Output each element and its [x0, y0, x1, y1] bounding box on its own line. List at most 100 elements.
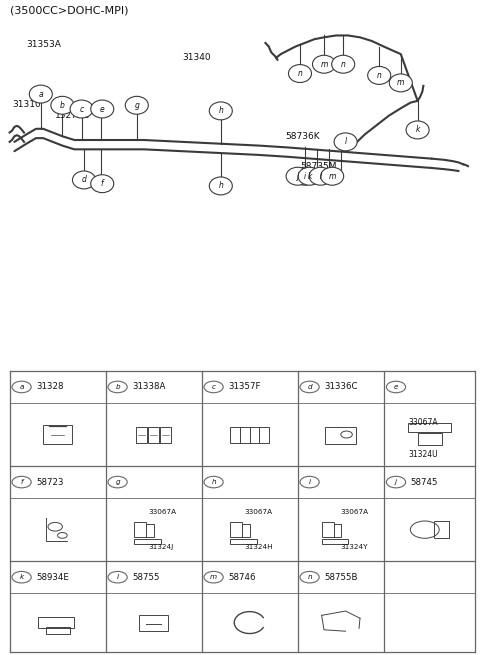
Circle shape: [12, 381, 31, 393]
Text: 33067A: 33067A: [341, 510, 369, 515]
Text: k: k: [20, 574, 24, 580]
Text: 31336C: 31336C: [324, 383, 358, 392]
Text: h: h: [218, 181, 223, 191]
Text: k: k: [307, 172, 312, 181]
Text: b: b: [115, 384, 120, 390]
Circle shape: [12, 476, 31, 488]
Circle shape: [321, 167, 344, 185]
Circle shape: [72, 171, 96, 189]
Text: 31338A: 31338A: [132, 383, 166, 392]
Text: 31324U: 31324U: [408, 450, 438, 459]
Text: m: m: [320, 60, 328, 69]
Text: n: n: [341, 60, 346, 69]
Circle shape: [332, 55, 355, 73]
Circle shape: [406, 121, 429, 139]
Circle shape: [91, 175, 114, 193]
Text: 33067A: 33067A: [149, 510, 177, 515]
Text: k: k: [415, 125, 420, 134]
Circle shape: [300, 571, 319, 583]
Text: 31310: 31310: [12, 100, 41, 109]
Circle shape: [334, 133, 357, 151]
Text: a: a: [19, 384, 24, 390]
Circle shape: [108, 381, 127, 393]
Text: 58934E: 58934E: [36, 572, 69, 582]
Circle shape: [386, 381, 406, 393]
Text: c: c: [212, 384, 216, 390]
Text: (3500CC>DOHC-MPI): (3500CC>DOHC-MPI): [10, 6, 128, 16]
Bar: [259, 427, 269, 443]
Circle shape: [300, 381, 319, 393]
Text: 58735M: 58735M: [300, 162, 336, 171]
Text: e: e: [100, 105, 105, 113]
Text: h: h: [218, 106, 223, 115]
Bar: [250, 427, 259, 443]
Bar: [322, 539, 348, 544]
Text: 31340: 31340: [182, 53, 211, 62]
Text: j: j: [395, 479, 397, 485]
Circle shape: [293, 167, 316, 185]
Bar: [334, 524, 341, 537]
Text: 31324H: 31324H: [245, 544, 274, 550]
Bar: [160, 427, 171, 443]
Circle shape: [12, 571, 31, 583]
Bar: [146, 524, 154, 537]
Text: f: f: [20, 479, 23, 485]
Bar: [230, 427, 240, 443]
Bar: [46, 627, 70, 634]
Text: 58723: 58723: [36, 477, 63, 487]
Text: m: m: [397, 79, 405, 87]
Bar: [139, 616, 168, 631]
Bar: [230, 539, 257, 544]
Circle shape: [91, 100, 114, 118]
Text: i: i: [309, 479, 311, 485]
Text: 58736K: 58736K: [286, 132, 320, 141]
Bar: [434, 521, 449, 538]
Circle shape: [298, 167, 321, 185]
Text: 1327AC: 1327AC: [55, 111, 90, 121]
Circle shape: [288, 65, 312, 83]
Text: l: l: [345, 138, 347, 146]
Circle shape: [209, 102, 232, 120]
Circle shape: [108, 476, 127, 488]
Bar: [242, 524, 250, 537]
Text: d: d: [307, 384, 312, 390]
Bar: [134, 523, 146, 537]
Text: g: g: [115, 479, 120, 485]
Bar: [240, 427, 250, 443]
Circle shape: [29, 85, 52, 103]
Text: 58755B: 58755B: [324, 572, 358, 582]
Text: 31328: 31328: [36, 383, 63, 392]
Circle shape: [209, 177, 232, 195]
Text: j: j: [297, 172, 299, 181]
Text: f: f: [101, 179, 104, 188]
Text: 31324Y: 31324Y: [341, 544, 368, 550]
Text: m: m: [328, 172, 336, 181]
Circle shape: [204, 476, 223, 488]
Text: 31324J: 31324J: [149, 544, 174, 550]
Bar: [418, 433, 442, 445]
Text: n: n: [377, 71, 382, 80]
Text: a: a: [38, 90, 43, 99]
Circle shape: [309, 167, 332, 185]
Text: n: n: [307, 574, 312, 580]
Text: c: c: [80, 105, 84, 113]
Circle shape: [389, 74, 412, 92]
Text: 33067A: 33067A: [245, 510, 273, 515]
Bar: [230, 523, 242, 537]
Circle shape: [300, 476, 319, 488]
Text: 31353A: 31353A: [26, 41, 61, 49]
Text: 33067A: 33067A: [408, 419, 438, 428]
Text: m: m: [210, 574, 217, 580]
Text: 58745: 58745: [410, 477, 438, 487]
Text: l: l: [320, 172, 322, 181]
Circle shape: [70, 100, 93, 118]
Text: e: e: [394, 384, 398, 390]
Text: b: b: [60, 101, 65, 110]
Text: 31357F: 31357F: [228, 383, 261, 392]
Bar: [136, 427, 147, 443]
Bar: [134, 539, 161, 544]
Circle shape: [204, 571, 223, 583]
Circle shape: [312, 55, 336, 73]
Bar: [322, 523, 334, 537]
Circle shape: [204, 381, 223, 393]
